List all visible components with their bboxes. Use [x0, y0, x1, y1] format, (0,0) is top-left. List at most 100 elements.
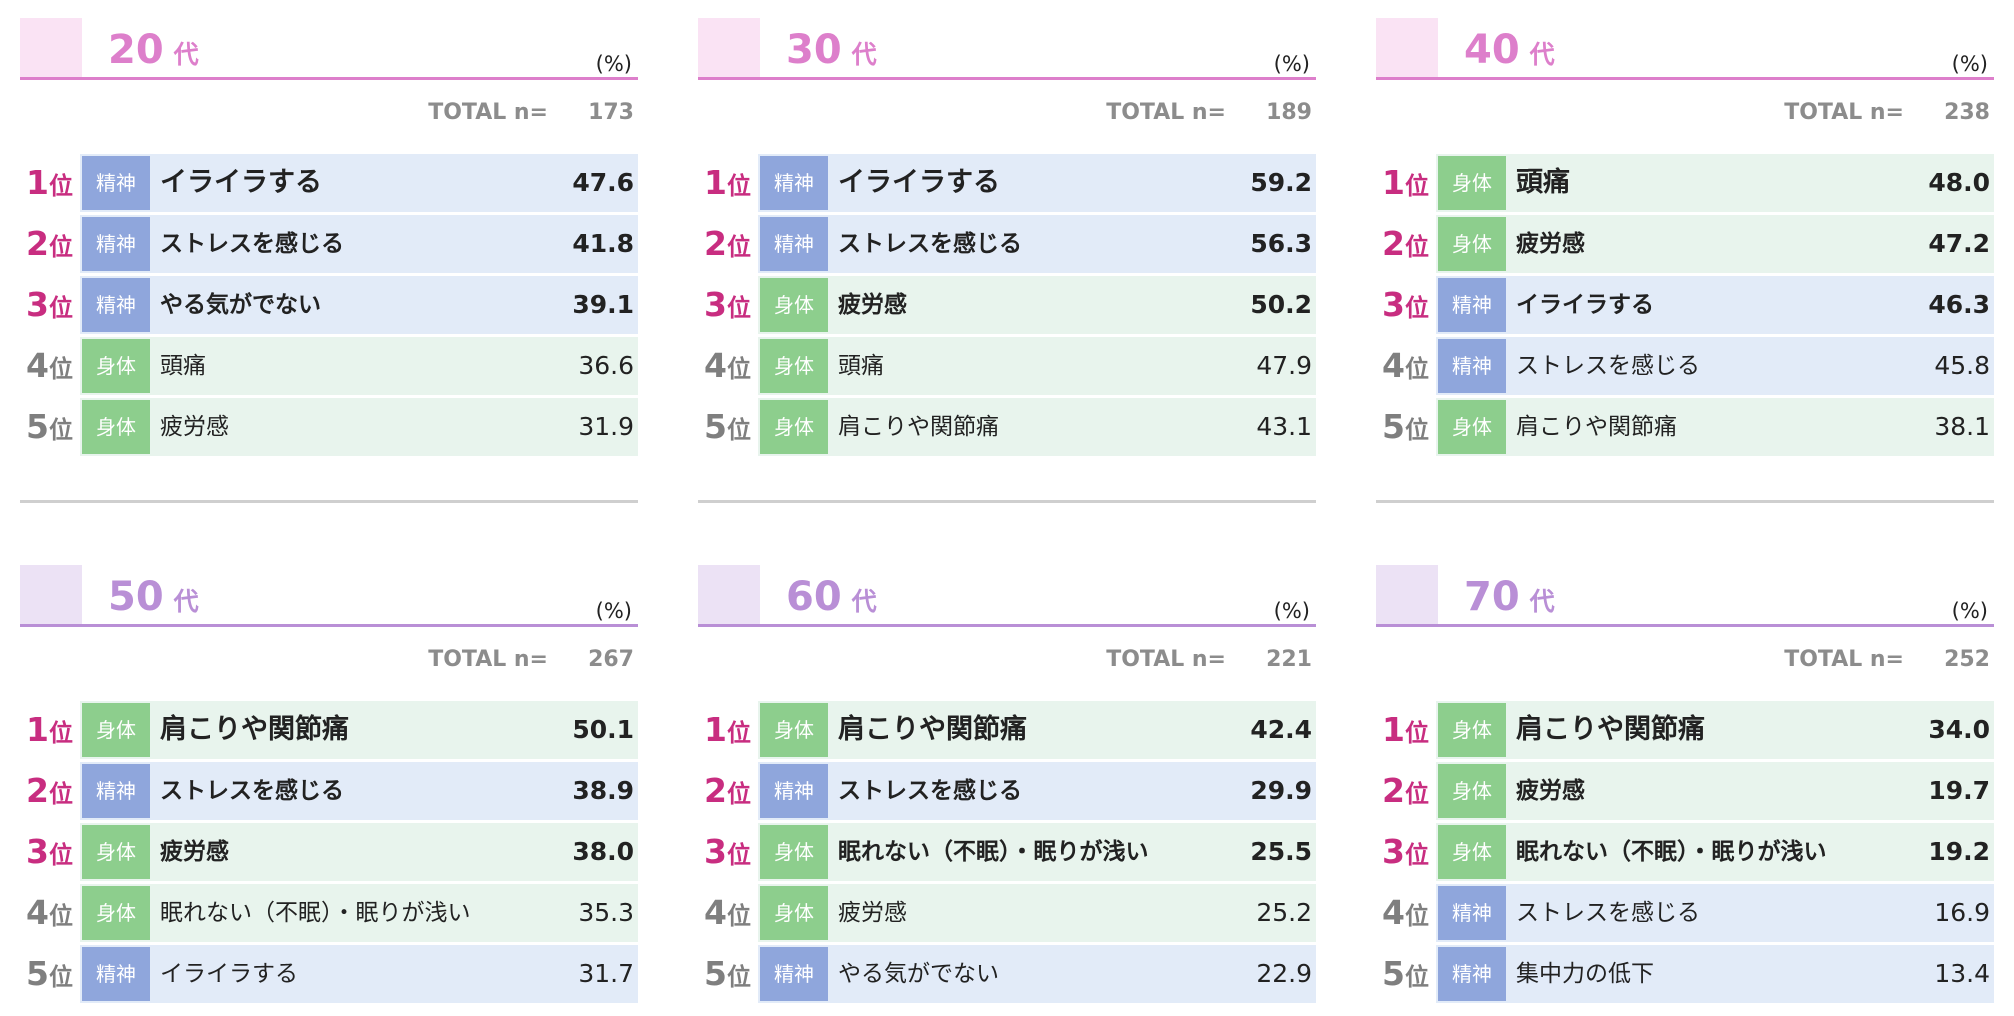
category-badge: 身体: [1438, 217, 1506, 271]
rank-label: 3位: [1382, 276, 1429, 334]
rank-number: 1: [26, 710, 49, 749]
item-label: 肩こりや関節痛: [838, 414, 999, 440]
ranking-row: 3位 身体 疲労感 50.2: [698, 276, 1316, 334]
value-label: 50.1: [572, 715, 634, 744]
value-label: 50.2: [1250, 290, 1312, 319]
ranking-row: 3位 身体 疲労感 38.0: [20, 823, 638, 881]
rank-label: 2位: [26, 215, 73, 273]
age-panel-50: 50 代 (%) TOTAL n= 267 1位 身体 肩こりや関節痛 50.1 2位 精神 ストレス…: [20, 565, 638, 1016]
ranking-row: 5位 精神 イライラする 31.7: [20, 945, 638, 1003]
age-panel-40: 40 代 (%) TOTAL n= 238 1位 身体 頭痛 48.0 2位 身体 疲労感 47.2 3位…: [1376, 18, 1994, 498]
value-label: 38.9: [572, 776, 634, 805]
age-number: 60: [786, 574, 842, 620]
ranking-row: 1位 身体 肩こりや関節痛 42.4: [698, 701, 1316, 759]
value-label: 25.2: [1256, 898, 1312, 927]
ranking-row: 1位 精神 イライラする 59.2: [698, 154, 1316, 212]
item-label: 疲労感: [1516, 231, 1585, 257]
total-label: TOTAL n=: [1784, 647, 1904, 672]
value-label: 59.2: [1250, 168, 1312, 197]
item-bar: 精神 ストレスを感じる 38.9: [80, 762, 638, 820]
category-badge: 精神: [1438, 339, 1506, 393]
ranking-row: 4位 身体 頭痛 36.6: [20, 337, 638, 395]
rank-label: 1位: [1382, 154, 1429, 212]
total-label: TOTAL n=: [1106, 100, 1226, 125]
rank-number: 5: [704, 954, 727, 993]
item-label: イライラする: [160, 167, 322, 198]
rank-number: 1: [704, 163, 727, 202]
value-label: 47.9: [1256, 351, 1312, 380]
rank-number: 1: [26, 163, 49, 202]
rank-label: 1位: [704, 154, 751, 212]
total-value: 252: [1944, 647, 1990, 672]
item-bar: 精神 ストレスを感じる 45.8: [1436, 337, 1994, 395]
item-label: 肩こりや関節痛: [160, 714, 349, 745]
category-badge: 精神: [760, 947, 828, 1001]
rank-number: 5: [1382, 407, 1405, 446]
rank-label: 5位: [704, 398, 751, 456]
rank-number: 1: [704, 710, 727, 749]
rank-number: 4: [26, 346, 49, 385]
item-bar: 精神 ストレスを感じる 56.3: [758, 215, 1316, 273]
total-value: 173: [588, 100, 634, 125]
item-label: やる気がでない: [160, 292, 321, 318]
ranking-row: 4位 身体 眠れない（不眠）・眠りが浅い 35.3: [20, 884, 638, 942]
title-swatch: [698, 18, 760, 80]
age-panel-70: 70 代 (%) TOTAL n= 252 1位 身体 肩こりや関節痛 34.0 2位 身体 疲労感 1…: [1376, 565, 1994, 1016]
rank-suffix: 位: [726, 294, 751, 322]
rank-suffix: 位: [1404, 172, 1429, 200]
item-label: 頭痛: [838, 353, 884, 379]
value-label: 13.4: [1934, 959, 1990, 988]
category-badge: 身体: [760, 703, 828, 757]
item-bar: 身体 眠れない（不眠）・眠りが浅い 19.2: [1436, 823, 1994, 881]
rank-suffix: 位: [1404, 902, 1429, 930]
rank-number: 4: [704, 893, 727, 932]
title-swatch: [20, 18, 82, 80]
title-swatch: [20, 565, 82, 627]
item-label: 頭痛: [160, 353, 206, 379]
total-label: TOTAL n=: [1106, 647, 1226, 672]
item-bar: 精神 イライラする 46.3: [1436, 276, 1994, 334]
rank-number: 2: [1382, 224, 1405, 263]
age-number: 70: [1464, 574, 1520, 620]
rank-label: 5位: [704, 945, 751, 1003]
item-bar: 精神 やる気がでない 39.1: [80, 276, 638, 334]
value-label: 42.4: [1250, 715, 1312, 744]
category-badge: 精神: [1438, 886, 1506, 940]
age-title: 20 代: [108, 26, 199, 79]
rank-suffix: 位: [48, 780, 73, 808]
item-label: 疲労感: [1516, 778, 1585, 804]
item-bar: 身体 肩こりや関節痛 38.1: [1436, 398, 1994, 456]
category-badge: 身体: [1438, 825, 1506, 879]
value-label: 41.8: [572, 229, 634, 258]
item-label: ストレスを感じる: [838, 231, 1022, 257]
rank-number: 5: [26, 954, 49, 993]
value-label: 29.9: [1250, 776, 1312, 805]
rank-number: 3: [26, 832, 49, 871]
item-bar: 精神 ストレスを感じる 16.9: [1436, 884, 1994, 942]
item-label: イライラする: [838, 167, 1000, 198]
age-panel-30: 30 代 (%) TOTAL n= 189 1位 精神 イライラする 59.2 2位 精神 ストレスを…: [698, 18, 1316, 498]
rank-label: 1位: [26, 154, 73, 212]
item-label: ストレスを感じる: [160, 231, 344, 257]
age-suffix: 代: [173, 587, 199, 616]
rank-suffix: 位: [48, 233, 73, 261]
section-divider: [1376, 500, 1994, 503]
unit-label: (%): [595, 52, 632, 76]
item-bar: 身体 頭痛 48.0: [1436, 154, 1994, 212]
ranking-row: 5位 精神 やる気がでない 22.9: [698, 945, 1316, 1003]
item-label: イライラする: [160, 961, 298, 987]
total-value: 221: [1266, 647, 1312, 672]
age-suffix: 代: [173, 40, 199, 69]
category-badge: 精神: [82, 764, 150, 818]
title-swatch: [1376, 18, 1438, 80]
rank-label: 3位: [704, 823, 751, 881]
category-badge: 精神: [82, 947, 150, 1001]
title-underline: [1376, 624, 1994, 627]
category-badge: 身体: [1438, 400, 1506, 454]
value-label: 56.3: [1250, 229, 1312, 258]
age-panel-60: 60 代 (%) TOTAL n= 221 1位 身体 肩こりや関節痛 42.4 2位 精神 ストレス…: [698, 565, 1316, 1016]
rank-number: 3: [704, 832, 727, 871]
category-badge: 身体: [82, 825, 150, 879]
item-bar: 身体 疲労感 47.2: [1436, 215, 1994, 273]
title-swatch: [1376, 565, 1438, 627]
